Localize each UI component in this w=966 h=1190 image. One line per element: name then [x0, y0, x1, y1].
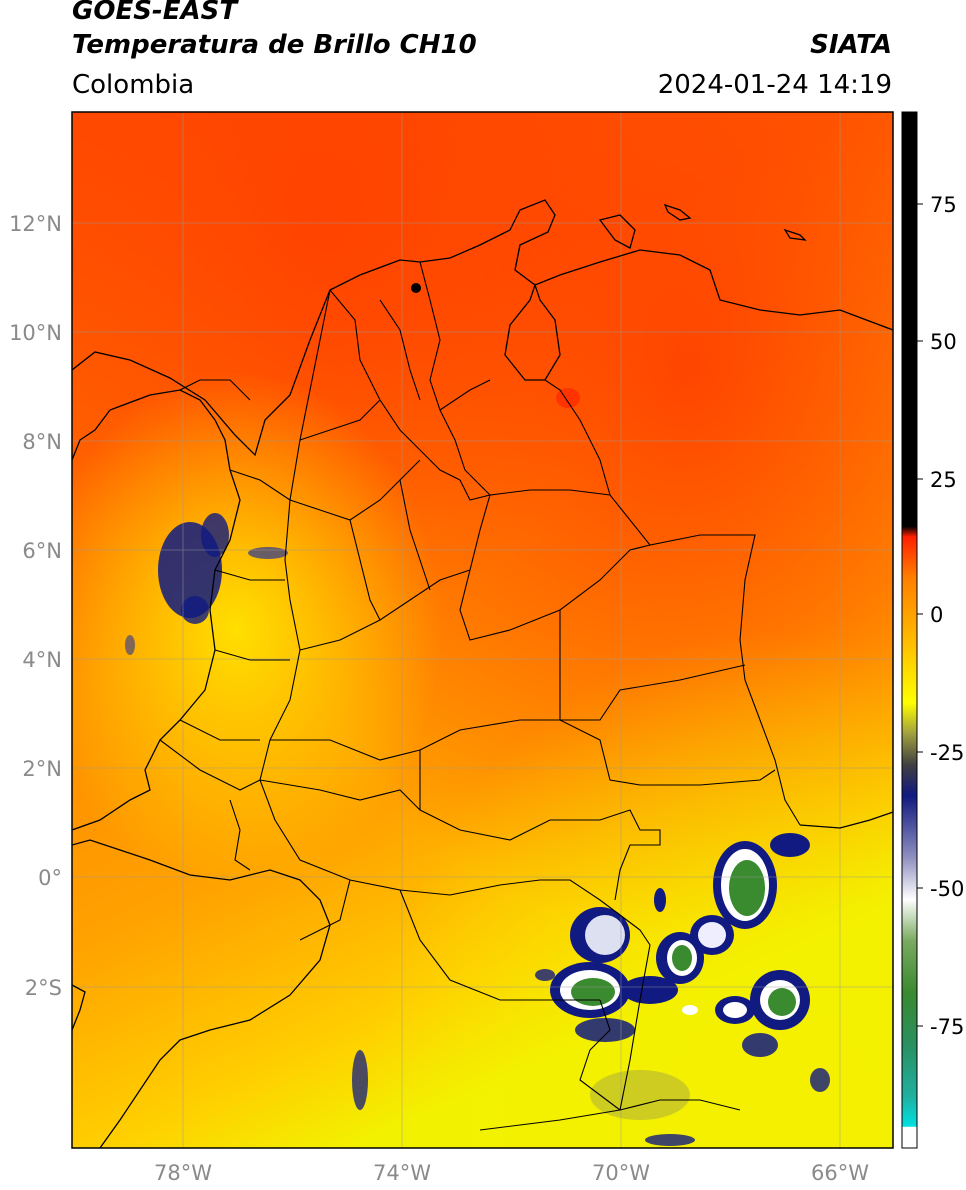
svg-text:12°N: 12°N: [9, 212, 62, 236]
svg-text:6°N: 6°N: [22, 539, 62, 563]
timestamp: 2024-01-24 14:19: [657, 70, 892, 100]
svg-text:78°W: 78°W: [154, 1161, 212, 1185]
svg-text:10°N: 10°N: [9, 321, 62, 345]
svg-text:0°: 0°: [38, 866, 62, 890]
svg-text:70°W: 70°W: [592, 1161, 650, 1185]
colorbar-tick: -75: [930, 1015, 964, 1039]
svg-text:66°W: 66°W: [811, 1161, 869, 1185]
latitude-labels: 12°N 10°N 8°N 6°N 4°N 2°N 0° 2°S: [9, 212, 62, 1000]
title-line1: GOES-EAST: [72, 0, 238, 26]
svg-text:2°S: 2°S: [25, 976, 62, 1000]
longitude-labels: 78°W 74°W 70°W 66°W: [154, 1161, 869, 1185]
svg-text:74°W: 74°W: [373, 1161, 431, 1185]
graticule: [72, 112, 893, 1148]
brightness-temperature-field: [72, 112, 893, 1148]
svg-text:8°N: 8°N: [22, 430, 62, 454]
region-subtitle: Colombia: [72, 70, 195, 100]
colorbar-tick: 0: [930, 603, 943, 627]
cloud-cluster-southeast: [535, 833, 830, 1146]
map-frame: [71, 111, 894, 1149]
title-line2: Temperatura de Brillo CH10: [72, 30, 477, 60]
colorbar: 75 50 25 0 -25 -50 -75: [901, 111, 964, 1149]
hot-spot: [411, 283, 421, 293]
colorbar-tick: 25: [930, 468, 957, 492]
colorbar-tick: -50: [930, 877, 964, 901]
cloud-cluster-west: [125, 513, 368, 1110]
brand-label: SIATA: [810, 30, 892, 60]
svg-text:2°N: 2°N: [22, 757, 62, 781]
colorbar-tick: 75: [930, 193, 957, 217]
colorbar-tick: -25: [930, 741, 964, 765]
admin-boundaries: [159, 244, 801, 1131]
svg-text:4°N: 4°N: [22, 648, 62, 672]
colorbar-tick: 50: [930, 330, 957, 354]
